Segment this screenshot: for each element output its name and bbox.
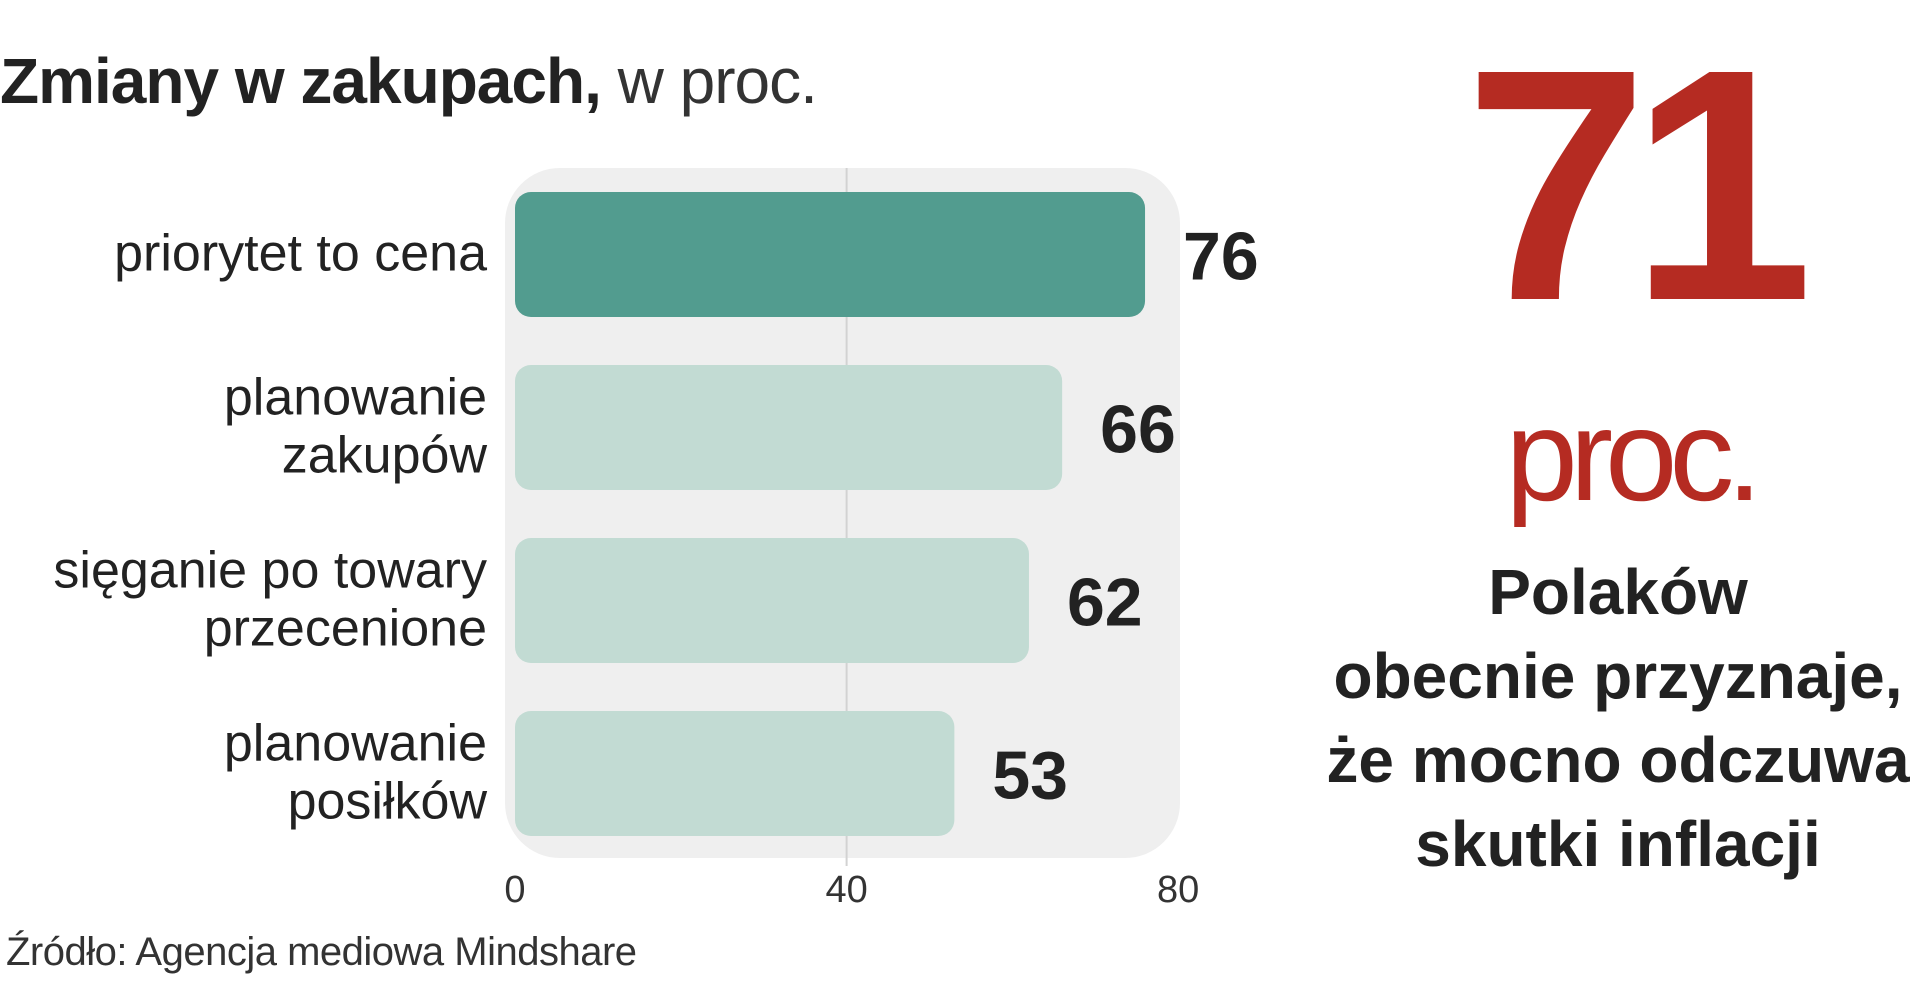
value-label: 66: [1100, 392, 1176, 468]
category-label: priorytet to cena: [114, 225, 487, 283]
value-label: 53: [992, 738, 1068, 814]
highlight-line: skutki inflacji: [1415, 808, 1821, 880]
highlight-number: 71: [1464, 0, 1813, 369]
chart-title-unit: w proc.: [600, 45, 818, 117]
x-tick-label: 40: [825, 869, 867, 911]
highlight-line: obecnie przyznaje,: [1333, 640, 1903, 712]
category-label: planowanie: [224, 715, 487, 773]
bar: [515, 711, 955, 836]
highlight-line: Polaków: [1488, 556, 1748, 628]
category-label: posiłków: [288, 773, 488, 831]
bar: [515, 538, 1029, 663]
x-tick-label: 80: [1157, 869, 1199, 911]
chart-title-bold: Zmiany w zakupach,: [0, 45, 602, 117]
bar: [515, 192, 1146, 317]
source-note: Źródło: Agencja mediowa Mindshare: [6, 930, 637, 974]
category-label: planowanie: [224, 369, 487, 427]
x-tick-label: 0: [504, 869, 525, 911]
value-label: 76: [1183, 219, 1259, 295]
bar: [515, 365, 1063, 490]
plot-panel: [505, 168, 1180, 858]
category-label: sięganie po towary: [53, 542, 487, 600]
highlight-line: że mocno odczuwa: [1326, 724, 1910, 796]
category-label: zakupów: [282, 427, 488, 485]
highlight-description: Polaków obecnie przyznaje, że mocno odcz…: [1318, 550, 1918, 886]
chart-title: Zmiany w zakupach, w proc.: [0, 44, 818, 118]
value-label: 62: [1067, 565, 1143, 641]
category-label: przecenione: [204, 600, 487, 658]
highlight-unit: proc.: [1505, 382, 1762, 528]
